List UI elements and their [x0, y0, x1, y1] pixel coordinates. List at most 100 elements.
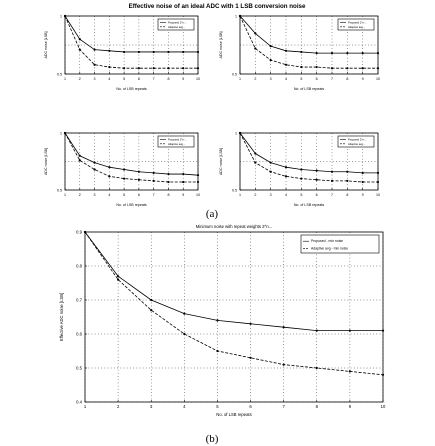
chart-a4-xtick-label: 6: [316, 193, 318, 197]
caption-a: (a): [206, 208, 219, 220]
chart-a1-xtick-label: 4: [108, 77, 110, 81]
chart-a1-series-0-point: [196, 50, 200, 54]
chart-b-ytick-label: 0.6: [76, 332, 82, 337]
chart-b-series-0-line: [84, 231, 383, 332]
chart-a2-series-1-point: [330, 67, 334, 70]
chart-a2-series-0-point: [361, 52, 364, 55]
chart-a2-series-1-point: [269, 58, 272, 62]
chart-a3-legend-label: Adaptive avg...: [168, 142, 185, 146]
chart-a2-xlabel: No. of LSB repeats: [294, 87, 325, 91]
chart-a4-series-0-point: [376, 171, 380, 174]
chart-a4-series-1-line: [239, 132, 378, 183]
chart-a1-xtick-label: 5: [123, 77, 125, 81]
chart-a2-series-0-point: [346, 52, 349, 55]
chart-a2-legend-label: Adaptive avg...: [348, 25, 365, 29]
chart-a3-series-0-point: [78, 154, 81, 157]
chart-a1-series-1-point: [78, 48, 81, 51]
chart-a2-series-1-point: [346, 67, 349, 70]
chart-a3-series-1-point: [167, 180, 170, 184]
chart-a1-series-0-point: [167, 50, 170, 54]
chart-a4-legend-label: Adaptive avg...: [348, 142, 365, 146]
chart-b-series-1-point: [183, 332, 186, 336]
chart-a2-series-1-point: [254, 47, 257, 50]
chart-a1-series-1-point: [63, 14, 67, 18]
chart-b-ytick-label: 0.7: [76, 298, 82, 303]
chart-a1-xtick-label: 6: [138, 77, 140, 81]
chart-b-series-1-point: [348, 370, 351, 373]
chart-a1-series-0-point: [182, 50, 185, 54]
chart-a3-series-0-point: [196, 174, 200, 177]
chart-a4-series-1-point: [315, 178, 318, 181]
chart-a3-series-1-point: [93, 168, 96, 171]
chart-b-ytick-label: 0.5: [76, 366, 82, 371]
chart-b-series-1-point: [381, 373, 385, 376]
chart-a2-xtick-label: 3: [270, 77, 272, 81]
chart-a2-series-1-point: [376, 67, 380, 70]
chart-a3-legend-box: [157, 135, 195, 148]
chart-a2-series-1-point: [300, 65, 303, 69]
chart-a2-xtick-label: 10: [376, 77, 380, 81]
chart-a3-series-1-point: [137, 178, 140, 181]
chart-b-xtick-label: 2: [117, 404, 120, 409]
chart-a1-xtick-label: 3: [94, 77, 96, 81]
chart-a4-xtick-label: 4: [285, 193, 287, 197]
chart-a3-series-0-point: [123, 168, 126, 171]
chart-a4-xlabel: No. of LSB repeats: [294, 203, 325, 207]
chart-a3-xtick-label: 7: [153, 193, 155, 197]
chart-a3-ylabel: ADC noise [LSB]: [44, 148, 48, 175]
chart-a2-series-1-point: [284, 63, 288, 66]
chart-a4-ylabel: ADC noise [LSB]: [219, 148, 223, 175]
chart-b-legend-box: [300, 234, 380, 254]
chart-a2-series-1-point: [238, 14, 242, 18]
chart-a2-series-0-point: [284, 49, 288, 52]
chart-a1-xtick-label: 2: [79, 77, 81, 81]
chart-a1-series-0-point: [137, 50, 140, 54]
chart-b-series-0-point: [183, 312, 186, 315]
chart-a1-xtick-label: 8: [167, 77, 169, 81]
chart-a2-series-0-point: [254, 32, 257, 35]
chart-a2-xtick-label: 1: [239, 77, 241, 81]
chart-a4-series-1-point: [300, 177, 303, 180]
chart-a4-series-0-point: [361, 171, 364, 174]
chart-a2-legend-label: Proposed 2^n-...: [348, 20, 367, 24]
chart-a3-xtick-label: 9: [182, 193, 184, 197]
figure-top-title: Effective noise of an ideal ADC with 1 L…: [129, 3, 306, 10]
chart-b-series-0-point: [315, 329, 318, 332]
chart-b-xtick-label: 1: [84, 404, 87, 409]
chart-a3-xtick-label: 4: [108, 193, 110, 197]
chart-a4-ytick-label: 1: [235, 132, 237, 136]
chart-b-series-1-line: [84, 231, 384, 376]
chart-a1-series-1-point: [167, 67, 170, 70]
chart-a3-series-1-line: [64, 132, 198, 183]
chart-a4-legend-label: Proposed 2^n-...: [348, 137, 367, 141]
chart-a1-series-1-line: [64, 15, 198, 69]
chart-b-ytick-label: 0.9: [76, 230, 82, 235]
chart-b-series-0-point: [381, 329, 385, 332]
chart-b-series-1-point: [216, 349, 219, 353]
chart-a1-series-0-point: [123, 50, 126, 54]
chart-a3-series-1-point: [63, 131, 67, 135]
chart-a4-xtick-label: 1: [239, 193, 241, 197]
chart-a4-xtick-label: 5: [300, 193, 302, 197]
chart-a2-xtick-label: 8: [346, 77, 348, 81]
chart-a2-xtick-label: 2: [254, 77, 256, 81]
chart-a4-series-1-point: [238, 131, 242, 135]
chart-a1-series-1-point: [196, 67, 200, 70]
chart-b-series-0-point: [216, 319, 219, 322]
chart-a1-series-0-point: [78, 38, 81, 41]
chart-a1-series-0-point: [108, 49, 111, 52]
chart-a3-series-0-point: [93, 161, 96, 164]
chart-a1-series-1-point: [182, 67, 185, 70]
chart-a2-xtick-label: 9: [362, 77, 364, 81]
chart-b-series-0-point: [348, 329, 351, 332]
chart-a1-series-1-point: [93, 63, 96, 66]
chart-a4-series-0-point: [300, 168, 303, 171]
chart-a4-series-1-point: [376, 180, 380, 184]
chart-a3-xtick-label: 5: [123, 193, 125, 197]
chart-a3-xtick-label: 8: [167, 193, 169, 197]
chart-a3-ytick-label: 1: [60, 132, 62, 136]
chart-a4-xtick-label: 7: [331, 193, 333, 197]
chart-a2-series-0-line: [239, 15, 378, 54]
chart-a1-xtick-label: 1: [64, 77, 66, 81]
chart-a4-series-0-point: [330, 170, 334, 173]
